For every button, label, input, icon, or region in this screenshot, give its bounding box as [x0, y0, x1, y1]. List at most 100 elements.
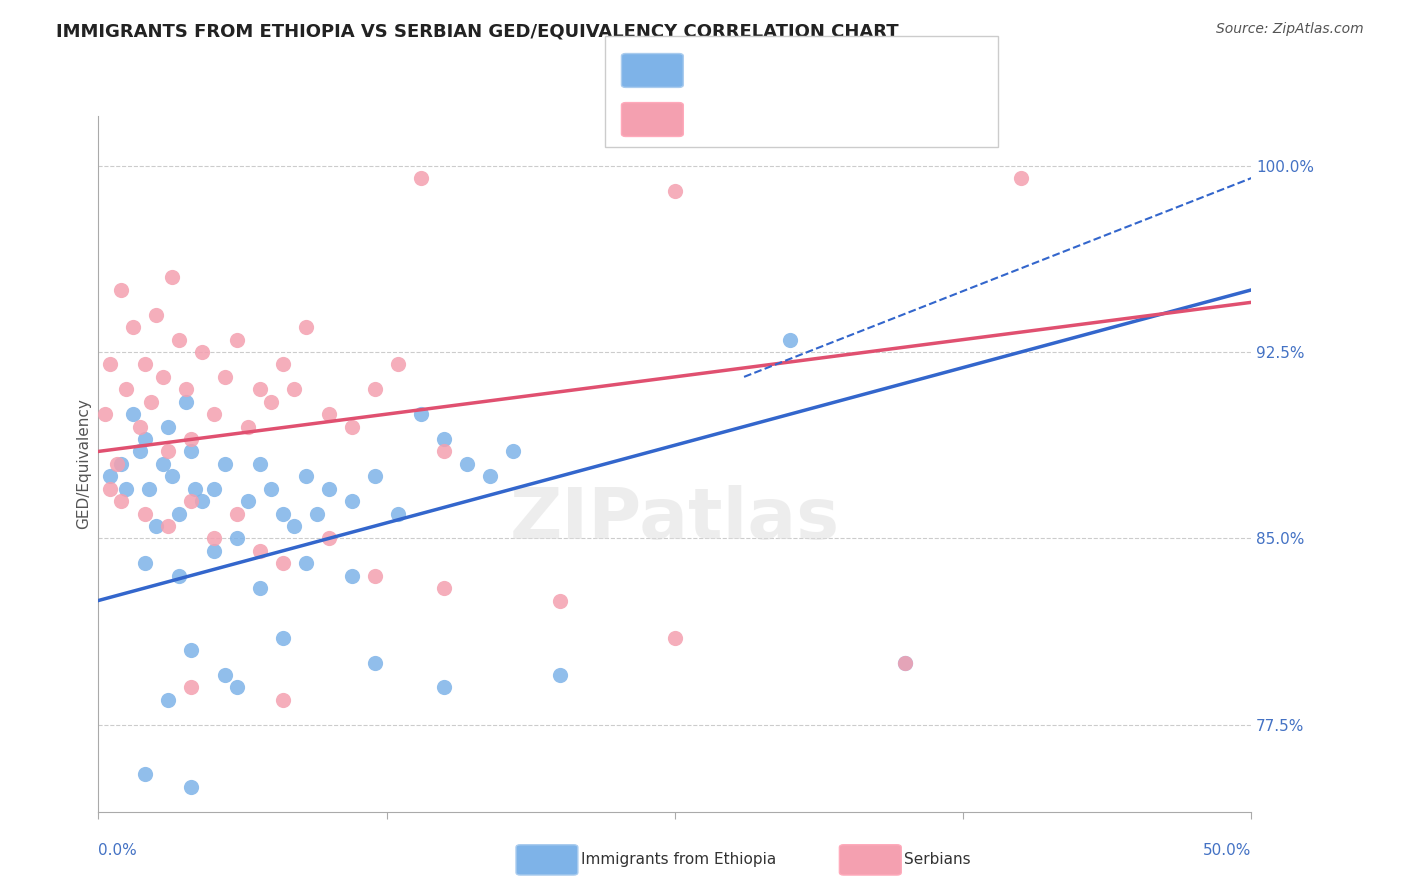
Point	[134, 767, 156, 781]
Point	[180, 444, 202, 458]
Point	[156, 419, 179, 434]
Point	[387, 507, 409, 521]
Point	[174, 394, 197, 409]
Point	[214, 457, 236, 471]
Point	[664, 184, 686, 198]
Point	[433, 581, 456, 595]
Point	[548, 668, 571, 682]
Point	[214, 370, 236, 384]
Point	[225, 333, 247, 347]
Point	[249, 544, 271, 558]
Point	[307, 507, 329, 521]
Point	[110, 494, 132, 508]
Point	[283, 382, 305, 396]
Point	[340, 568, 363, 582]
Point	[129, 419, 152, 434]
Point	[340, 419, 363, 434]
Point	[238, 419, 260, 434]
Text: Immigrants from Ethiopia: Immigrants from Ethiopia	[581, 853, 776, 867]
Point	[225, 532, 247, 546]
Point	[318, 482, 340, 496]
Point	[202, 407, 225, 421]
Point	[122, 320, 145, 334]
Point	[479, 469, 502, 483]
Point	[110, 283, 132, 297]
Text: N = 53: N = 53	[858, 58, 911, 72]
Text: R = 0.177: R = 0.177	[689, 106, 765, 120]
Y-axis label: GED/Equivalency: GED/Equivalency	[76, 399, 91, 529]
Point	[122, 407, 145, 421]
Point	[167, 333, 190, 347]
Text: 50.0%: 50.0%	[1204, 843, 1251, 858]
Point	[318, 407, 340, 421]
Point	[271, 556, 294, 570]
Text: Source: ZipAtlas.com: Source: ZipAtlas.com	[1216, 22, 1364, 37]
Point	[433, 432, 456, 446]
Point	[180, 780, 202, 794]
Point	[411, 171, 433, 186]
Point	[156, 693, 179, 707]
Point	[260, 394, 283, 409]
Point	[145, 308, 167, 322]
Point	[152, 370, 174, 384]
Point	[433, 681, 456, 695]
Point	[141, 394, 163, 409]
Point	[225, 507, 247, 521]
Text: R = 0.311: R = 0.311	[689, 58, 765, 72]
Point	[295, 469, 318, 483]
Point	[180, 643, 202, 657]
Point	[249, 382, 271, 396]
Point	[271, 693, 294, 707]
Point	[433, 444, 456, 458]
Point	[894, 656, 917, 670]
Point	[94, 407, 117, 421]
Point	[214, 668, 236, 682]
Point	[134, 358, 156, 372]
Point	[364, 382, 387, 396]
Point	[894, 656, 917, 670]
Point	[387, 358, 409, 372]
Point	[156, 519, 179, 533]
Point	[145, 519, 167, 533]
Point	[134, 507, 156, 521]
Point	[260, 482, 283, 496]
Point	[502, 444, 524, 458]
Point	[134, 556, 156, 570]
Point	[167, 507, 190, 521]
Point	[548, 593, 571, 607]
Point	[202, 532, 225, 546]
Point	[167, 568, 190, 582]
Point	[180, 494, 202, 508]
Point	[364, 469, 387, 483]
Point	[184, 482, 207, 496]
Text: Serbians: Serbians	[904, 853, 970, 867]
Point	[318, 532, 340, 546]
Point	[411, 407, 433, 421]
Point	[1010, 171, 1032, 186]
Point	[283, 519, 305, 533]
Point	[225, 681, 247, 695]
Point	[202, 544, 225, 558]
Point	[152, 457, 174, 471]
Point	[129, 444, 152, 458]
Point	[160, 469, 183, 483]
Point	[295, 320, 318, 334]
Text: N = 51: N = 51	[858, 106, 911, 120]
Point	[180, 432, 202, 446]
Point	[98, 358, 121, 372]
Point	[340, 494, 363, 508]
Point	[364, 656, 387, 670]
Point	[98, 469, 121, 483]
Point	[456, 457, 478, 471]
Point	[115, 482, 138, 496]
Point	[98, 482, 121, 496]
Point	[271, 631, 294, 645]
Point	[249, 457, 271, 471]
Point	[160, 270, 183, 285]
Point	[138, 482, 160, 496]
Point	[134, 432, 156, 446]
Point	[180, 681, 202, 695]
Point	[202, 482, 225, 496]
Point	[174, 382, 197, 396]
Point	[779, 333, 801, 347]
